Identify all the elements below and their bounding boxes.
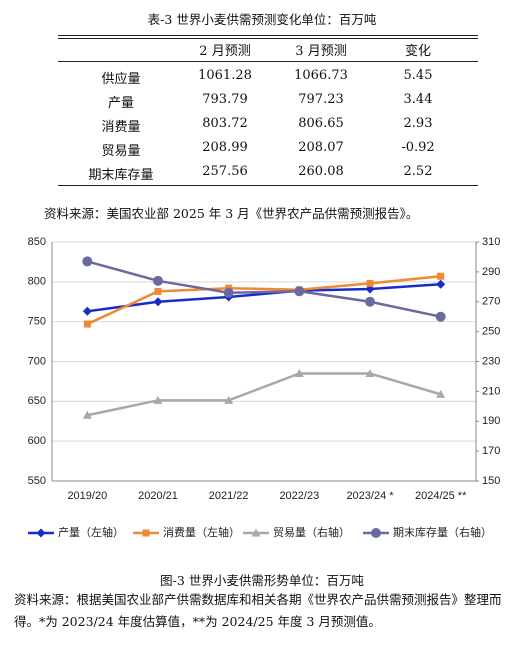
data-point [83, 320, 91, 328]
column-header: 3 月预测 [295, 44, 347, 59]
data-point [436, 389, 446, 398]
data-point [153, 395, 163, 404]
chart: 550 600 650 700 750 800 850 150 170 190 210 230 250 2… [28, 236, 501, 539]
y2-tick-label: 150 [482, 475, 500, 487]
y-tick-label: 750 [28, 316, 46, 328]
figure-note: 资料来源：根据美国农业部产供需数据库和相关各期《世界农产品供需预测报告》整理而得… [14, 592, 502, 629]
table-cell: 260.08 [298, 164, 344, 179]
rule [58, 185, 478, 186]
table-cell: 208.99 [202, 140, 248, 155]
legend-label: 期末库存量（右轴） [393, 525, 492, 539]
table-source: 资料来源：美国农业部 2025 年 3 月《世界农产品供需预测报告》。 [44, 206, 419, 221]
y-tick-label: 850 [28, 236, 46, 248]
column-header: 2 月预测 [199, 44, 251, 59]
data-point [365, 284, 375, 294]
legend-marker [251, 528, 261, 537]
data-point [294, 286, 305, 297]
table-cell: 2.52 [403, 164, 433, 179]
table-cell: -0.92 [401, 140, 435, 155]
table-cell: 1061.28 [198, 68, 252, 83]
data-point [82, 410, 92, 419]
data-point [154, 287, 162, 295]
series-line [87, 372, 442, 417]
y-tick-label: 650 [28, 395, 46, 407]
series-line [87, 260, 441, 318]
y2-tick-label: 290 [482, 266, 500, 278]
figure-caption: 图-3 世界小麦供需形势单位：百万吨 [160, 573, 364, 588]
x-tick-label: 2022/23 [279, 490, 319, 502]
row-label: 贸易量 [101, 144, 141, 159]
y-tick-label: 550 [28, 475, 46, 487]
data-point [82, 306, 92, 316]
legend-label: 贸易量（右轴） [273, 525, 350, 539]
y2-tick-label: 190 [482, 415, 500, 427]
row-label: 供应量 [101, 72, 141, 87]
table-cell: 797.23 [298, 92, 344, 107]
row-label: 消费量 [101, 120, 141, 135]
legend-marker [36, 528, 46, 538]
x-tick-label: 2020/21 [138, 490, 178, 502]
data-point [224, 395, 234, 404]
rule [58, 35, 478, 36]
y2-tick-label: 210 [482, 385, 500, 397]
data-point [82, 256, 93, 267]
y2-tick-label: 230 [482, 355, 500, 367]
legend-marker [142, 529, 150, 537]
data-point [435, 311, 446, 322]
data-point [153, 275, 163, 286]
table-cell: 3.44 [403, 92, 433, 107]
x-tick-label: 2019/20 [67, 490, 107, 502]
x-tick-label: 2021/22 [209, 490, 249, 502]
table-cell: 257.56 [202, 164, 248, 179]
data-point [365, 368, 375, 377]
table-cell: 803.72 [202, 116, 248, 131]
table-cell: 5.45 [403, 68, 433, 83]
table-cell: 793.79 [202, 92, 248, 107]
data-point [436, 279, 446, 289]
series-line [86, 275, 441, 326]
data-point [366, 279, 374, 287]
table-cell: 1066.73 [294, 68, 348, 83]
x-tick-label: 2023/24 * [346, 490, 394, 502]
data-point [294, 368, 304, 377]
legend-label: 消费量（左轴） [163, 525, 240, 539]
x-tick-label: 2024/25 ** [415, 490, 467, 502]
table-cell: 2.93 [403, 116, 433, 131]
data-point [437, 272, 445, 280]
y-tick-label: 700 [28, 355, 46, 367]
y2-tick-label: 250 [482, 326, 500, 338]
y-tick-label: 800 [28, 276, 46, 288]
y2-tick-label: 270 [482, 296, 500, 308]
data-point [223, 287, 234, 298]
row-label: 期末库存量 [88, 168, 154, 183]
rule [58, 61, 478, 62]
y2-tick-label: 310 [482, 236, 500, 248]
y2-tick-label: 170 [482, 445, 500, 457]
table-cell: 208.07 [298, 140, 344, 155]
series-line [87, 282, 441, 313]
legend-label: 产量（左轴） [58, 525, 124, 539]
y-tick-label: 600 [28, 435, 46, 447]
data-point [365, 296, 375, 307]
table-title: 表-3 世界小麦供需预测变化单位：百万吨 [147, 12, 377, 27]
legend-marker [371, 528, 381, 538]
row-label: 产量 [107, 96, 134, 111]
data-point [153, 297, 163, 307]
rule [58, 38, 478, 39]
column-header: 变化 [404, 44, 431, 59]
table-cell: 806.65 [298, 116, 344, 131]
